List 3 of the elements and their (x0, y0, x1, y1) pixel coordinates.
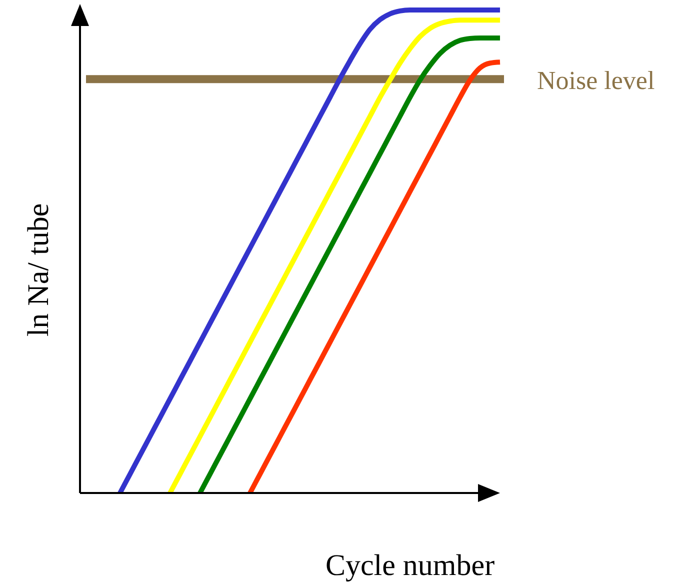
x-axis-title: Cycle number (325, 549, 495, 582)
y-axis-title: ln Na/ tube (22, 203, 55, 337)
ref-line-label: Noise level (537, 66, 655, 96)
